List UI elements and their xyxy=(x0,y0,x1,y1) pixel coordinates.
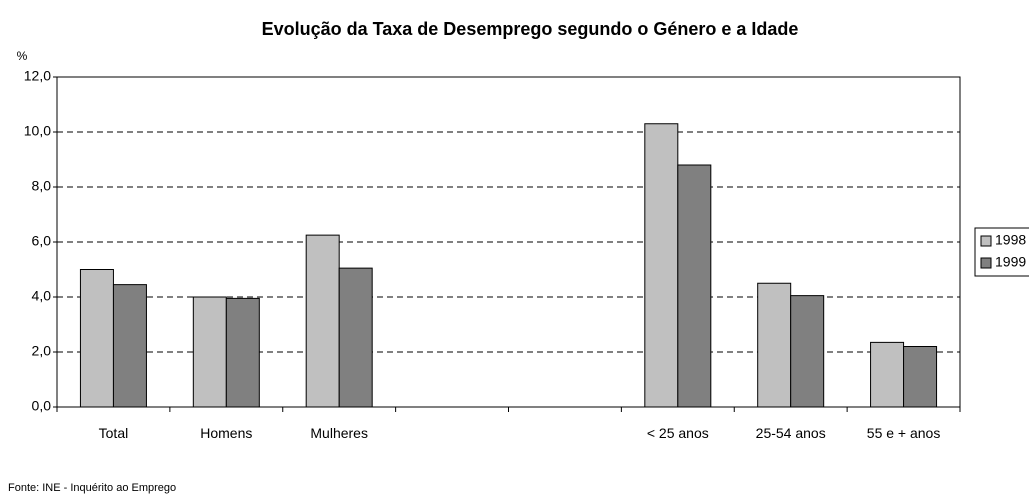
bar xyxy=(790,295,825,408)
bar xyxy=(192,296,227,408)
y-tick-label: 4,0 xyxy=(32,288,52,304)
x-tick-label: < 25 anos xyxy=(646,425,709,441)
legend-label: 1998 xyxy=(995,232,1026,248)
bar xyxy=(870,341,905,408)
x-tick-label: Mulheres xyxy=(310,425,368,441)
bar xyxy=(644,123,679,408)
y-tick-label: 12,0 xyxy=(24,68,51,84)
bar xyxy=(757,282,792,408)
x-tick-label: Total xyxy=(98,425,129,441)
bar xyxy=(225,297,260,408)
x-tick-label: Homens xyxy=(200,425,253,441)
y-axis-label: % xyxy=(17,49,28,63)
bar xyxy=(305,234,340,408)
bar xyxy=(677,164,712,408)
x-tick-label: 25-54 anos xyxy=(755,425,826,441)
bar xyxy=(79,269,114,408)
source-note: Fonte: INE - Inquérito ao Emprego xyxy=(8,482,176,494)
chart-title: Evolução da Taxa de Desemprego segundo o… xyxy=(262,19,799,39)
x-tick-label: 55 e + anos xyxy=(866,425,941,441)
y-tick-label: 0,0 xyxy=(32,398,52,414)
y-tick-label: 8,0 xyxy=(32,178,52,194)
y-tick-label: 2,0 xyxy=(32,343,52,359)
legend-swatch xyxy=(980,235,992,247)
y-tick-label: 10,0 xyxy=(24,123,51,139)
bar xyxy=(903,346,938,408)
bar xyxy=(112,284,147,408)
legend-swatch xyxy=(980,257,992,269)
legend-label: 1999 xyxy=(995,254,1026,270)
y-tick-label: 6,0 xyxy=(32,233,52,249)
bar xyxy=(338,267,373,408)
